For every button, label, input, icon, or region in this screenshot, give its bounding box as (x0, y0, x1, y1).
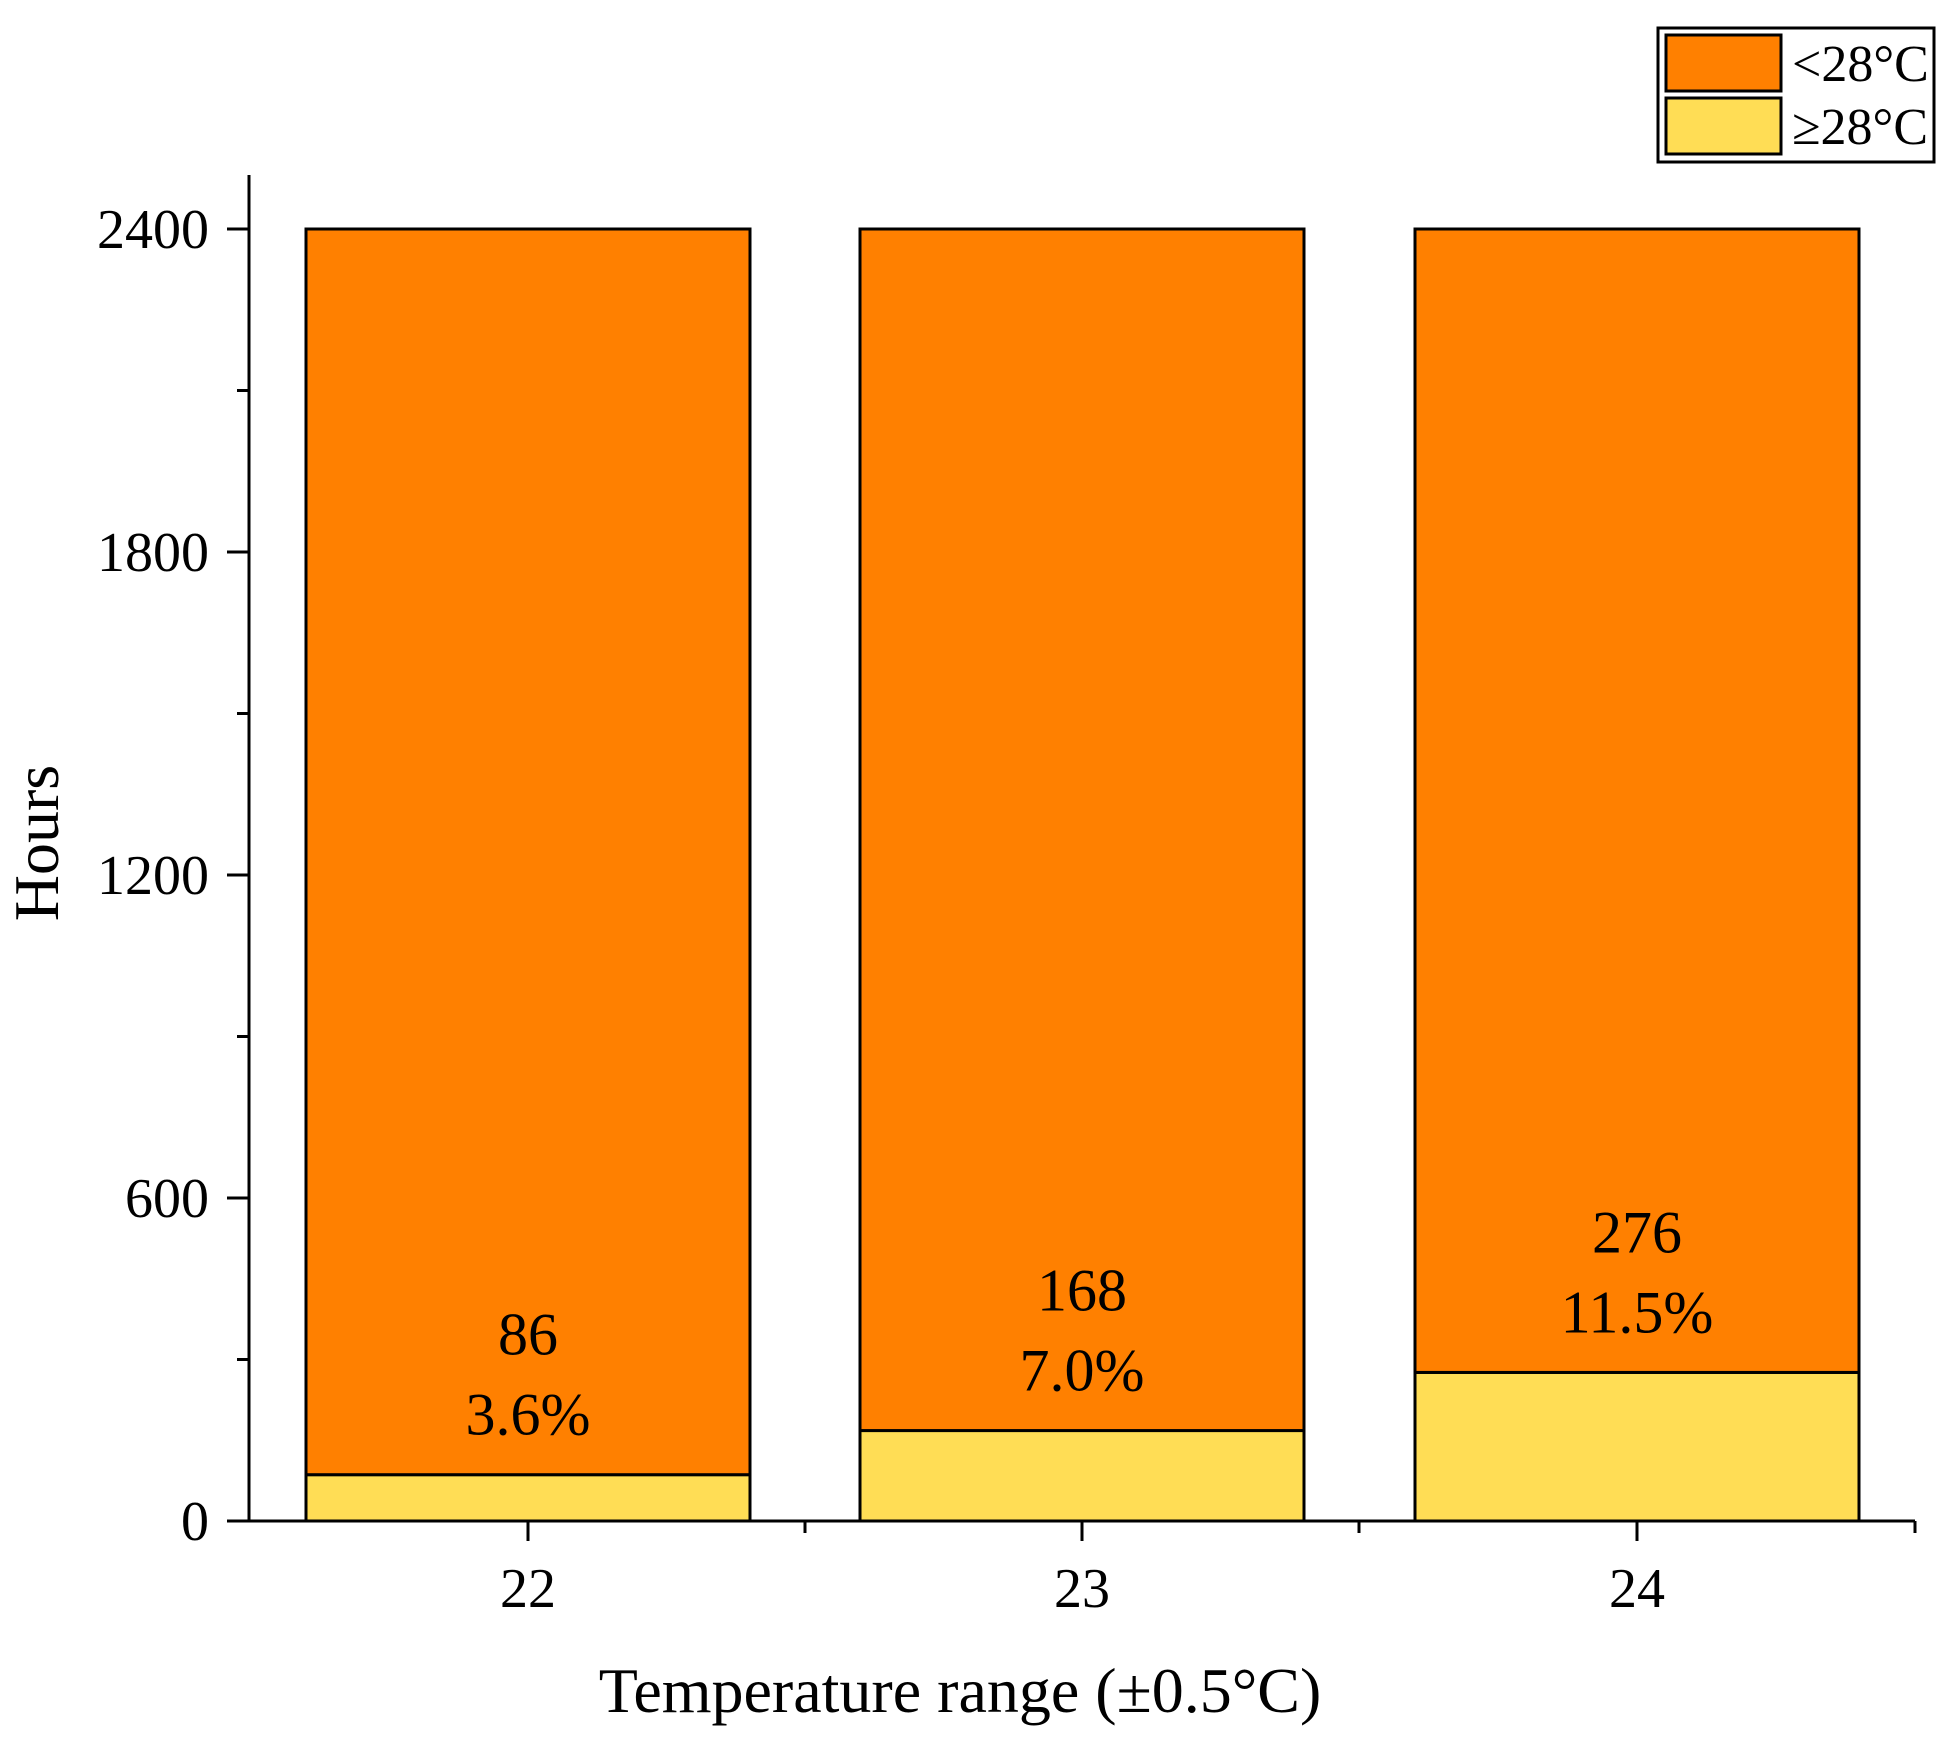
y-tick-label-1800: 1800 (97, 522, 209, 584)
x-tick-label-22: 22 (500, 1558, 556, 1620)
bar-segment-22-series-1 (304, 227, 752, 1477)
y-tick-label-2400: 2400 (97, 199, 209, 261)
data-label-count-23: 168 (1037, 1258, 1127, 1324)
data-label-percent-24: 11.5% (1561, 1279, 1714, 1345)
x-tick-label-23: 23 (1054, 1558, 1110, 1620)
legend-label-0: <28°C (1792, 36, 1929, 93)
data-label-count-22: 86 (498, 1302, 558, 1368)
y-tick-label-600: 600 (125, 1168, 209, 1230)
y-tick-label-1200: 1200 (97, 845, 209, 907)
y-tick-label-0: 0 (181, 1491, 209, 1553)
bar-segment-24-series-0 (1413, 1370, 1861, 1523)
legend-label-1: ≥28°C (1792, 99, 1928, 156)
data-label-percent-22: 3.6% (466, 1382, 591, 1448)
bar-segment-22-series-0 (304, 1473, 752, 1523)
y-axis-title: Hours (1, 765, 72, 921)
data-label-count-24: 276 (1592, 1199, 1682, 1265)
legend: <28°C ≥28°C (1656, 26, 1936, 164)
bar-segment-24-series-1 (1413, 227, 1861, 1374)
x-axis-title: Temperature range (±0.5°C) (599, 1655, 1322, 1726)
legend-swatch-1 (1664, 96, 1783, 156)
bar-segment-23-series-1 (858, 227, 1306, 1433)
bar-segment-23-series-0 (858, 1429, 1306, 1523)
axes-layer: Hours Temperature range (±0.5°C) 0 600 120… (1, 175, 1917, 1726)
legend-swatch-0 (1664, 33, 1783, 93)
data-label-percent-23: 7.0% (1020, 1338, 1145, 1404)
bars-layer (304, 227, 1861, 1523)
data-labels-layer: 86 3.6% 168 7.0% 276 11.5% (466, 1199, 1714, 1447)
x-tick-label-24: 24 (1609, 1558, 1665, 1620)
